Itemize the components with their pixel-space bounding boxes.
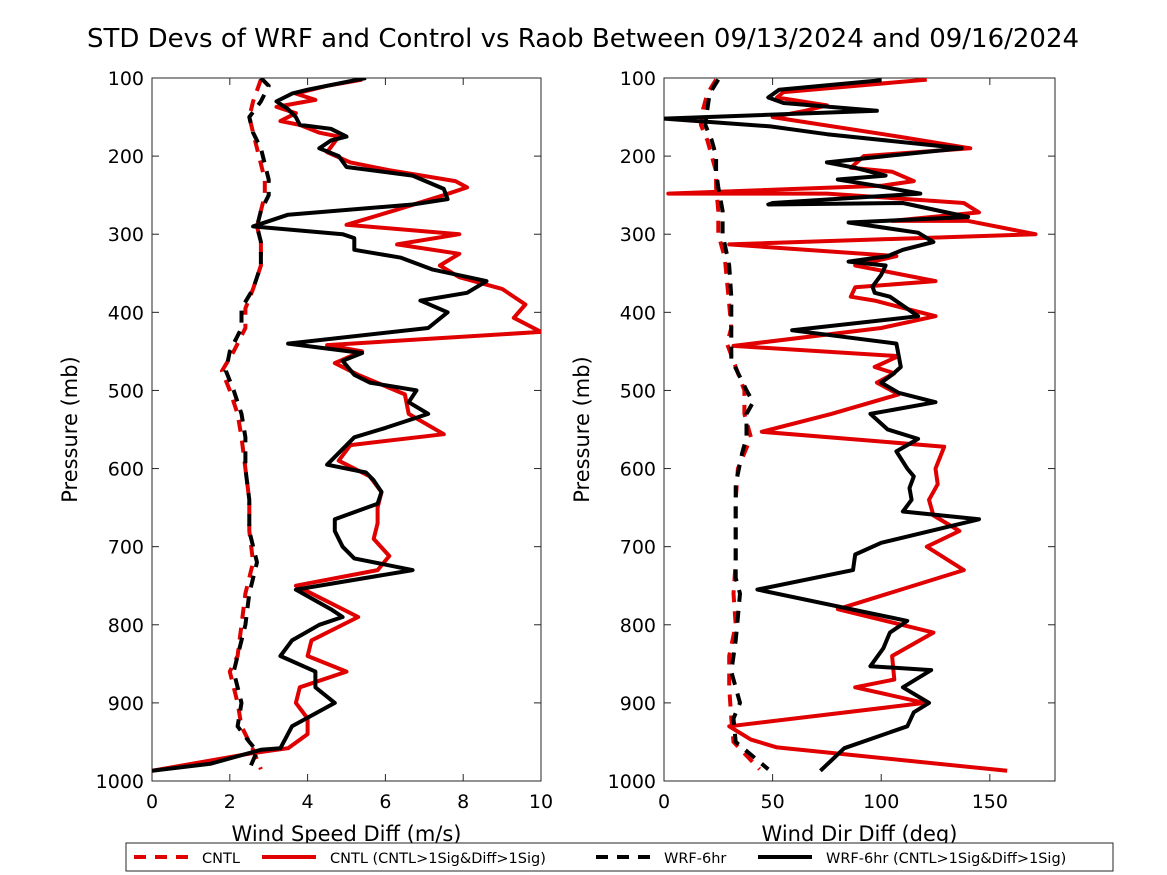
x-tick-label: 6 bbox=[379, 791, 391, 813]
y-axis-label: Pressure (mb) bbox=[570, 356, 594, 503]
x-tick-label: 2 bbox=[224, 791, 236, 813]
y-tick-label: 700 bbox=[108, 537, 144, 559]
x-tick-label: 100 bbox=[863, 791, 899, 813]
y-tick-label: 300 bbox=[620, 224, 656, 246]
y-tick-label: 100 bbox=[108, 68, 144, 90]
y-tick-label: 900 bbox=[620, 693, 656, 715]
y-tick-label: 1000 bbox=[96, 771, 144, 793]
wind-dir-panel: 0 50 100 150 100 200 300 400 500 600 700 800 900 1000… bbox=[570, 68, 1056, 846]
x-axis-label: Wind Speed Diff (m/s) bbox=[232, 822, 462, 846]
legend: CNTL CNTL (CNTL>1Sig&Diff>1Sig) WRF-6hr WRF… bbox=[125, 842, 1114, 872]
series-line-3 bbox=[664, 78, 981, 773]
axes-box bbox=[663, 77, 1056, 782]
y-tick-label: 100 bbox=[620, 68, 656, 90]
series-line-2 bbox=[223, 78, 271, 771]
series-line-2 bbox=[703, 78, 770, 771]
y-tick-label: 800 bbox=[108, 615, 144, 637]
y-tick-label: 1000 bbox=[608, 771, 656, 793]
series-line-3 bbox=[152, 78, 489, 773]
legend-label: CNTL (CNTL>1Sig&Diff>1Sig) bbox=[330, 851, 546, 867]
axes-box bbox=[151, 77, 542, 782]
x-tick-label: 150 bbox=[972, 791, 1008, 813]
y-tick-label: 500 bbox=[620, 380, 656, 402]
y-tick-label: 800 bbox=[620, 615, 656, 637]
y-tick-label: 200 bbox=[620, 146, 656, 168]
y-tick-label: 300 bbox=[108, 224, 144, 246]
y-axis-label: Pressure (mb) bbox=[58, 356, 82, 503]
x-tick-label: 4 bbox=[302, 791, 314, 813]
x-axis-label: Wind Dir Diff (deg) bbox=[762, 822, 958, 846]
y-tick-label: 400 bbox=[620, 302, 656, 324]
legend-label: CNTL bbox=[202, 851, 240, 867]
series-line-0 bbox=[698, 78, 762, 771]
series-line-0 bbox=[220, 78, 267, 771]
x-tick-label: 8 bbox=[457, 791, 469, 813]
x-tick-label: 0 bbox=[658, 791, 670, 813]
y-tick-label: 200 bbox=[108, 146, 144, 168]
y-tick-label: 900 bbox=[108, 693, 144, 715]
x-tick-label: 0 bbox=[146, 791, 158, 813]
wind-speed-panel: 0 2 4 6 8 10 100 200 300 400 500 600 700 800 900 1000 Wi… bbox=[58, 68, 553, 846]
x-tick-label: 50 bbox=[761, 791, 785, 813]
y-tick-label: 500 bbox=[108, 380, 144, 402]
y-tick-label: 700 bbox=[620, 537, 656, 559]
y-tick-label: 600 bbox=[108, 459, 144, 481]
series-line-1 bbox=[152, 78, 541, 773]
x-tick-label: 10 bbox=[529, 791, 553, 813]
legend-label: WRF-6hr (CNTL>1Sig&Diff>1Sig) bbox=[826, 851, 1066, 867]
y-tick-label: 400 bbox=[108, 302, 144, 324]
legend-label: WRF-6hr bbox=[664, 851, 726, 867]
chart-title: STD Devs of WRF and Control vs Raob Betw… bbox=[87, 24, 1079, 54]
y-tick-label: 600 bbox=[620, 459, 656, 481]
